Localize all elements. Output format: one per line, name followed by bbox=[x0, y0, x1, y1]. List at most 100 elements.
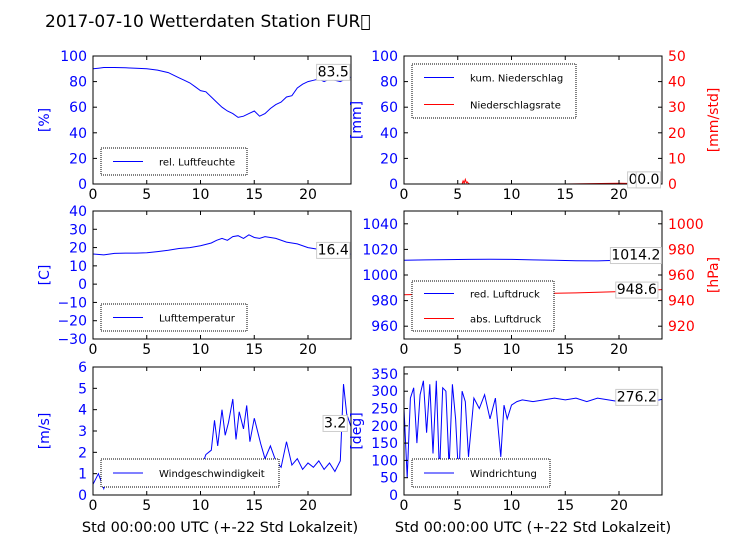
axes-frame bbox=[92, 210, 352, 340]
y2-tick-label: 1000 bbox=[668, 217, 704, 233]
y-tick-label: 3 bbox=[78, 424, 87, 440]
y-tick-label: 2 bbox=[78, 445, 87, 461]
x-tick-label: 0 bbox=[400, 187, 409, 203]
panel-pressure: 0 5 10 15 20 960 980 1000 1020 1040 920 940 960 980 10… bbox=[362, 210, 722, 358]
x-tick-label: 20 bbox=[299, 342, 317, 358]
y-tick-label: 100 bbox=[60, 49, 87, 65]
value-annotation-box bbox=[609, 247, 662, 265]
y-axis-label: [deg] bbox=[349, 412, 365, 449]
x-tick-label: 20 bbox=[610, 187, 628, 203]
x-tick-label: 5 bbox=[142, 187, 151, 203]
legend-label: Lufttemperatur bbox=[159, 314, 236, 325]
x-tick-label: 5 bbox=[453, 498, 462, 514]
series-line-precip-1 bbox=[404, 177, 662, 184]
y2-tick-label: 960 bbox=[668, 268, 695, 284]
value-annotation: 0.0 bbox=[637, 172, 659, 188]
value-annotation: 83.5 bbox=[318, 64, 349, 80]
x-tick-label: 10 bbox=[192, 342, 210, 358]
series-line-temperature-0 bbox=[93, 234, 351, 256]
y-tick-label: 0 bbox=[78, 488, 87, 504]
x-axis-label-left: Std 00:00:00 UTC (+-22 Std Lokalzeit) bbox=[82, 520, 358, 536]
figure-title: 2017-07-10 Wetterdaten Station FUR  bbox=[45, 12, 371, 32]
panel-windspeed: 0 5 10 15 200123456[m/s]Windgeschwindigkeit3… bbox=[37, 360, 352, 514]
y2-tick-label: 980 bbox=[668, 242, 695, 258]
x-tick-label: 0 bbox=[400, 342, 409, 358]
legend-label: Windrichtung bbox=[470, 469, 537, 480]
y2-tick-label: 40 bbox=[668, 75, 686, 91]
legend-label: red. Luftdruck bbox=[470, 290, 540, 301]
x-tick-label: 5 bbox=[142, 342, 151, 358]
value-annotation: 948.6 bbox=[617, 282, 657, 298]
y-axis-label: [C] bbox=[37, 265, 53, 286]
y-tick-label: 960 bbox=[371, 319, 398, 335]
value-annotation: 3.2 bbox=[324, 415, 346, 431]
y-tick-label: −20 bbox=[57, 314, 87, 330]
legend-label: abs. Luftdruck bbox=[470, 315, 541, 326]
x-tick-label: 0 bbox=[89, 342, 98, 358]
x-tick-label: 0 bbox=[89, 498, 98, 514]
x-tick-label: 0 bbox=[400, 498, 409, 514]
y2-tick-label: 920 bbox=[668, 319, 695, 335]
x-axis-label-right: Std 00:00:00 UTC (+-22 Std Lokalzeit) bbox=[395, 520, 671, 536]
y2-tick-label: 20 bbox=[668, 126, 686, 142]
value-annotation-box bbox=[316, 241, 351, 259]
y2-axis-label: [hPa] bbox=[706, 257, 722, 293]
y2-tick-label: 50 bbox=[668, 49, 686, 65]
y2-tick-label: 0 bbox=[668, 177, 677, 193]
value-annotation: 1014.2 bbox=[611, 248, 660, 264]
y-axis-label: [mm] bbox=[349, 101, 365, 139]
x-tick-label: 5 bbox=[453, 187, 462, 203]
legend-label: kum. Niederschlag bbox=[470, 74, 563, 85]
x-tick-label: 15 bbox=[245, 342, 263, 358]
y-tick-label: 4 bbox=[78, 403, 87, 419]
x-tick-label: 10 bbox=[503, 187, 521, 203]
y-tick-label: 300 bbox=[371, 384, 398, 400]
legend-label: Windgeschwindigkeit bbox=[159, 469, 265, 480]
x-tick-label: 15 bbox=[245, 498, 263, 514]
value-annotation: 16.4 bbox=[318, 242, 349, 258]
y-tick-label: 60 bbox=[380, 100, 398, 116]
y-tick-label: 50 bbox=[380, 471, 398, 487]
y-tick-label: 6 bbox=[78, 360, 87, 376]
y-tick-label: 0 bbox=[389, 177, 398, 193]
x-tick-label: 20 bbox=[610, 342, 628, 358]
y-axis-label: [%] bbox=[37, 108, 53, 132]
x-tick-label: 0 bbox=[89, 187, 98, 203]
y-tick-label: 150 bbox=[371, 436, 398, 452]
y-tick-label: 20 bbox=[69, 151, 87, 167]
y-tick-label: 80 bbox=[69, 75, 87, 91]
x-tick-label: 15 bbox=[556, 498, 574, 514]
value-annotation-box bbox=[615, 388, 659, 406]
y-tick-label: 0 bbox=[78, 177, 87, 193]
y-tick-label: 100 bbox=[371, 49, 398, 65]
y-tick-label: 5 bbox=[78, 381, 87, 397]
y-axis-label: [m/s] bbox=[37, 413, 53, 450]
y-tick-label: 40 bbox=[380, 126, 398, 142]
value-annotation-box bbox=[615, 281, 659, 299]
y-tick-label: −10 bbox=[57, 295, 87, 311]
legend-box bbox=[411, 63, 577, 119]
y-tick-label: 100 bbox=[371, 453, 398, 469]
y-tick-label: 250 bbox=[371, 402, 398, 418]
legend-box bbox=[411, 280, 555, 332]
y2-tick-label: 10 bbox=[668, 151, 686, 167]
value-annotation-box bbox=[322, 414, 348, 432]
x-tick-label: 15 bbox=[556, 187, 574, 203]
y-tick-label: 80 bbox=[380, 75, 398, 91]
x-tick-label: 5 bbox=[142, 498, 151, 514]
panel-precip: 0 5 10 15 20 0 20 40 60 80 100 0 10 20 30 40 50 [mm] [mm/s… bbox=[349, 49, 722, 203]
y-tick-label: 0 bbox=[389, 488, 398, 504]
x-tick-label: 5 bbox=[453, 342, 462, 358]
series-line-winddir-0 bbox=[404, 380, 662, 482]
legend-label: Niederschlagsrate bbox=[470, 101, 561, 112]
panel-temperature: 0 5 10 15 20 −30 −20 −10 0 10 20 30 40 [C] Lufttempera… bbox=[37, 204, 352, 358]
y-tick-label: 40 bbox=[69, 126, 87, 142]
y-tick-label: 1 bbox=[78, 467, 87, 483]
y-tick-label: 10 bbox=[69, 259, 87, 275]
x-tick-label: 10 bbox=[192, 498, 210, 514]
value-annotation: 276.2 bbox=[617, 389, 657, 405]
y2-tick-label: 30 bbox=[668, 100, 686, 116]
y-tick-label: −30 bbox=[57, 332, 87, 348]
